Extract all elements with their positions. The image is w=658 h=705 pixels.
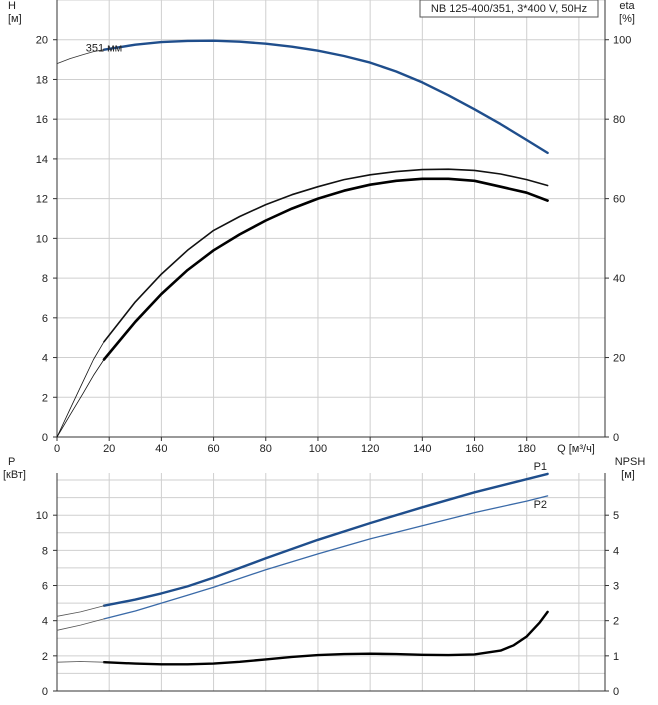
- upper-series-4: [102, 177, 549, 361]
- lower-left-tick-label: 10: [36, 510, 48, 522]
- upper-right-tick-label: 40: [613, 273, 625, 285]
- x-tick-label: 40: [155, 443, 167, 455]
- lower-left-tick-label: 4: [42, 616, 48, 628]
- upper-series-5: [56, 359, 105, 438]
- upper-series-0: [102, 39, 549, 155]
- lower-series-1: [56, 605, 105, 617]
- x-tick-label: 120: [361, 443, 379, 455]
- x-tick-label: 20: [103, 443, 115, 455]
- upper-right-tick-label: 60: [613, 194, 625, 206]
- lower-left-axis-unit: [кВт]: [3, 469, 26, 481]
- lower-right-tick-label: 0: [613, 686, 619, 698]
- upper-left-tick-label: 14: [36, 154, 48, 166]
- x-tick-label: 180: [518, 443, 536, 455]
- upper-left-tick-label: 8: [42, 273, 48, 285]
- lower-series-2: [103, 495, 549, 620]
- upper-left-axis-title: H: [8, 0, 16, 12]
- lower-series-3: [56, 618, 105, 631]
- lower-left-axis-title: P: [8, 456, 15, 468]
- x-tick-label: 140: [413, 443, 431, 455]
- lower-left-tick-label: 0: [42, 686, 48, 698]
- upper-right-tick-label: 20: [613, 353, 625, 365]
- title-box: [419, 0, 599, 18]
- upper-left-axis-unit: [м]: [8, 13, 22, 25]
- upper-series-1: [56, 49, 105, 64]
- upper-series-3: [56, 341, 105, 438]
- lower-series-5: [56, 661, 105, 663]
- upper-left-tick-label: 16: [36, 114, 48, 126]
- upper-left-tick-label: 4: [42, 353, 48, 365]
- lower-right-axis-title: NPSH: [615, 456, 646, 468]
- lower-right-tick-label: 5: [613, 510, 619, 522]
- x-tick-label: 0: [54, 443, 60, 455]
- series-label-p2: P2: [534, 499, 547, 511]
- lower-left-tick-label: 8: [42, 545, 48, 557]
- upper-left-tick-label: 6: [42, 313, 48, 325]
- x-tick-label: 100: [309, 443, 327, 455]
- series-label-p1: P1: [534, 461, 547, 473]
- upper-right-tick-label: 100: [613, 35, 631, 47]
- upper-series-2: [103, 168, 549, 343]
- chart-title: NB 125-400/351, 3*400 V, 50Hz: [431, 3, 587, 15]
- x-axis-title: Q [м³/ч]: [557, 443, 595, 455]
- upper-left-tick-label: 2: [42, 392, 48, 404]
- upper-left-tick-label: 20: [36, 35, 48, 47]
- lower-right-tick-label: 4: [613, 545, 619, 557]
- upper-left-tick-label: 18: [36, 74, 48, 86]
- lower-series-0: [102, 472, 549, 607]
- lower-left-tick-label: 6: [42, 581, 48, 593]
- upper-left-tick-label: 12: [36, 194, 48, 206]
- lower-right-tick-label: 1: [613, 651, 619, 663]
- lower-series-4: [102, 610, 549, 666]
- upper-right-tick-label: 0: [613, 432, 619, 444]
- x-tick-label: 160: [465, 443, 483, 455]
- lower-right-tick-label: 3: [613, 581, 619, 593]
- upper-left-tick-label: 10: [36, 233, 48, 245]
- lower-right-axis-unit: [м]: [621, 469, 635, 481]
- lower-right-tick-label: 2: [613, 616, 619, 628]
- x-tick-label: 60: [207, 443, 219, 455]
- upper-right-axis-unit: [%]: [619, 13, 635, 25]
- upper-left-tick-label: 0: [42, 432, 48, 444]
- upper-right-tick-label: 80: [613, 114, 625, 126]
- x-tick-label: 80: [260, 443, 272, 455]
- upper-right-axis-title: eta: [619, 0, 635, 12]
- lower-left-tick-label: 2: [42, 651, 48, 663]
- impeller-diameter-label: 351 мм: [86, 43, 123, 55]
